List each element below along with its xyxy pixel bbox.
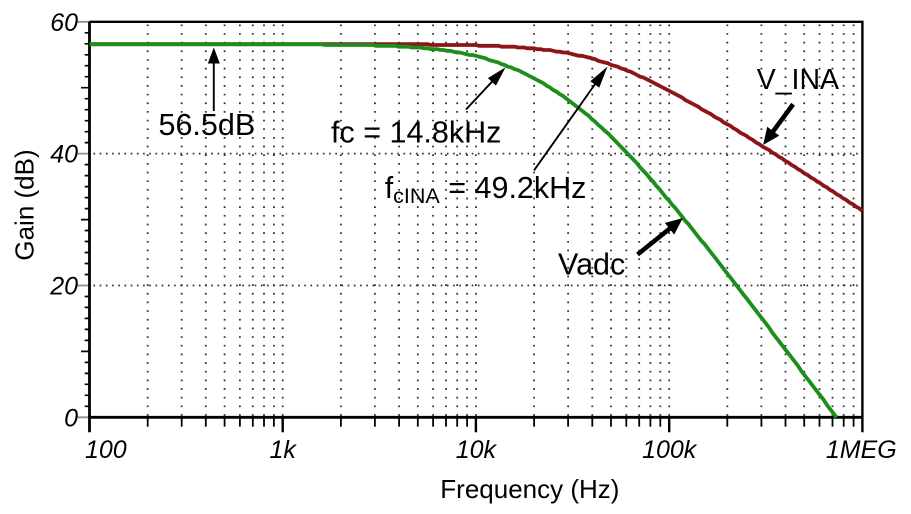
svg-text:Frequency (Hz): Frequency (Hz) (440, 474, 619, 504)
svg-text:fc = 14.8kHz: fc = 14.8kHz (331, 116, 501, 150)
svg-text:V_INA: V_INA (757, 64, 839, 96)
svg-text:10k: 10k (456, 436, 498, 464)
svg-text:20: 20 (49, 273, 78, 301)
svg-text:60: 60 (50, 9, 78, 37)
svg-text:56.5dB: 56.5dB (159, 108, 256, 142)
svg-text:1k: 1k (269, 436, 297, 464)
svg-text:40: 40 (50, 141, 78, 169)
svg-text:1MEG: 1MEG (826, 436, 897, 464)
svg-text:Gain (dB): Gain (dB) (10, 149, 40, 260)
svg-text:Vadc: Vadc (558, 248, 625, 282)
svg-text:0: 0 (64, 404, 78, 432)
svg-text:fcINA = 49.2kHz: fcINA = 49.2kHz (385, 171, 587, 208)
svg-text:100k: 100k (642, 436, 698, 464)
svg-text:100: 100 (85, 436, 127, 464)
